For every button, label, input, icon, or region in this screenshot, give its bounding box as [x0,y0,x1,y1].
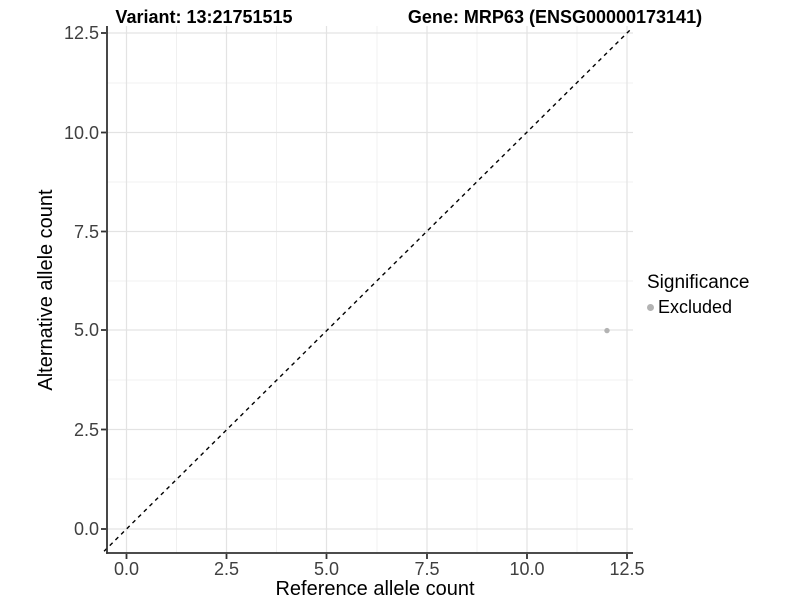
x-tick-label: 0.0 [113,559,140,579]
y-tick-label: 5.0 [73,320,99,340]
grid-minor [107,26,633,553]
y-tick-label: 0.0 [73,519,99,539]
grid-major [107,26,633,553]
x-axis-title: Reference allele count [275,578,475,600]
plot-title-variant: Variant: 13:21751515 [115,7,293,27]
data-points [604,327,610,334]
y-tick-label: 12.5 [63,23,99,43]
legend-entry-label: Excluded [658,297,733,317]
excluded-point-icon [647,303,654,311]
x-tick-label: 12.5 [609,559,645,579]
y-tick-label: 10.0 [63,122,99,143]
legend-title: Significance [647,272,750,293]
y-tick-label: 7.5 [73,221,99,242]
identity-line [103,28,632,552]
y-tick-label: 2.5 [73,419,99,440]
data-point [604,327,610,334]
tick-marks [101,32,628,559]
x-tick-label: 10.0 [509,559,545,579]
axis-lines [106,26,633,554]
x-tick-label: 5.0 [313,559,340,579]
x-tick-label: 7.5 [414,559,440,579]
y-axis-title: Alternative allele count [35,189,57,391]
x-tick-label: 2.5 [213,559,240,579]
legend-entry-excluded: Excluded [647,298,749,316]
plot-title-gene: Gene: MRP63 (ENSG00000173141) [407,7,703,27]
legend: Significance Excluded [647,273,749,316]
